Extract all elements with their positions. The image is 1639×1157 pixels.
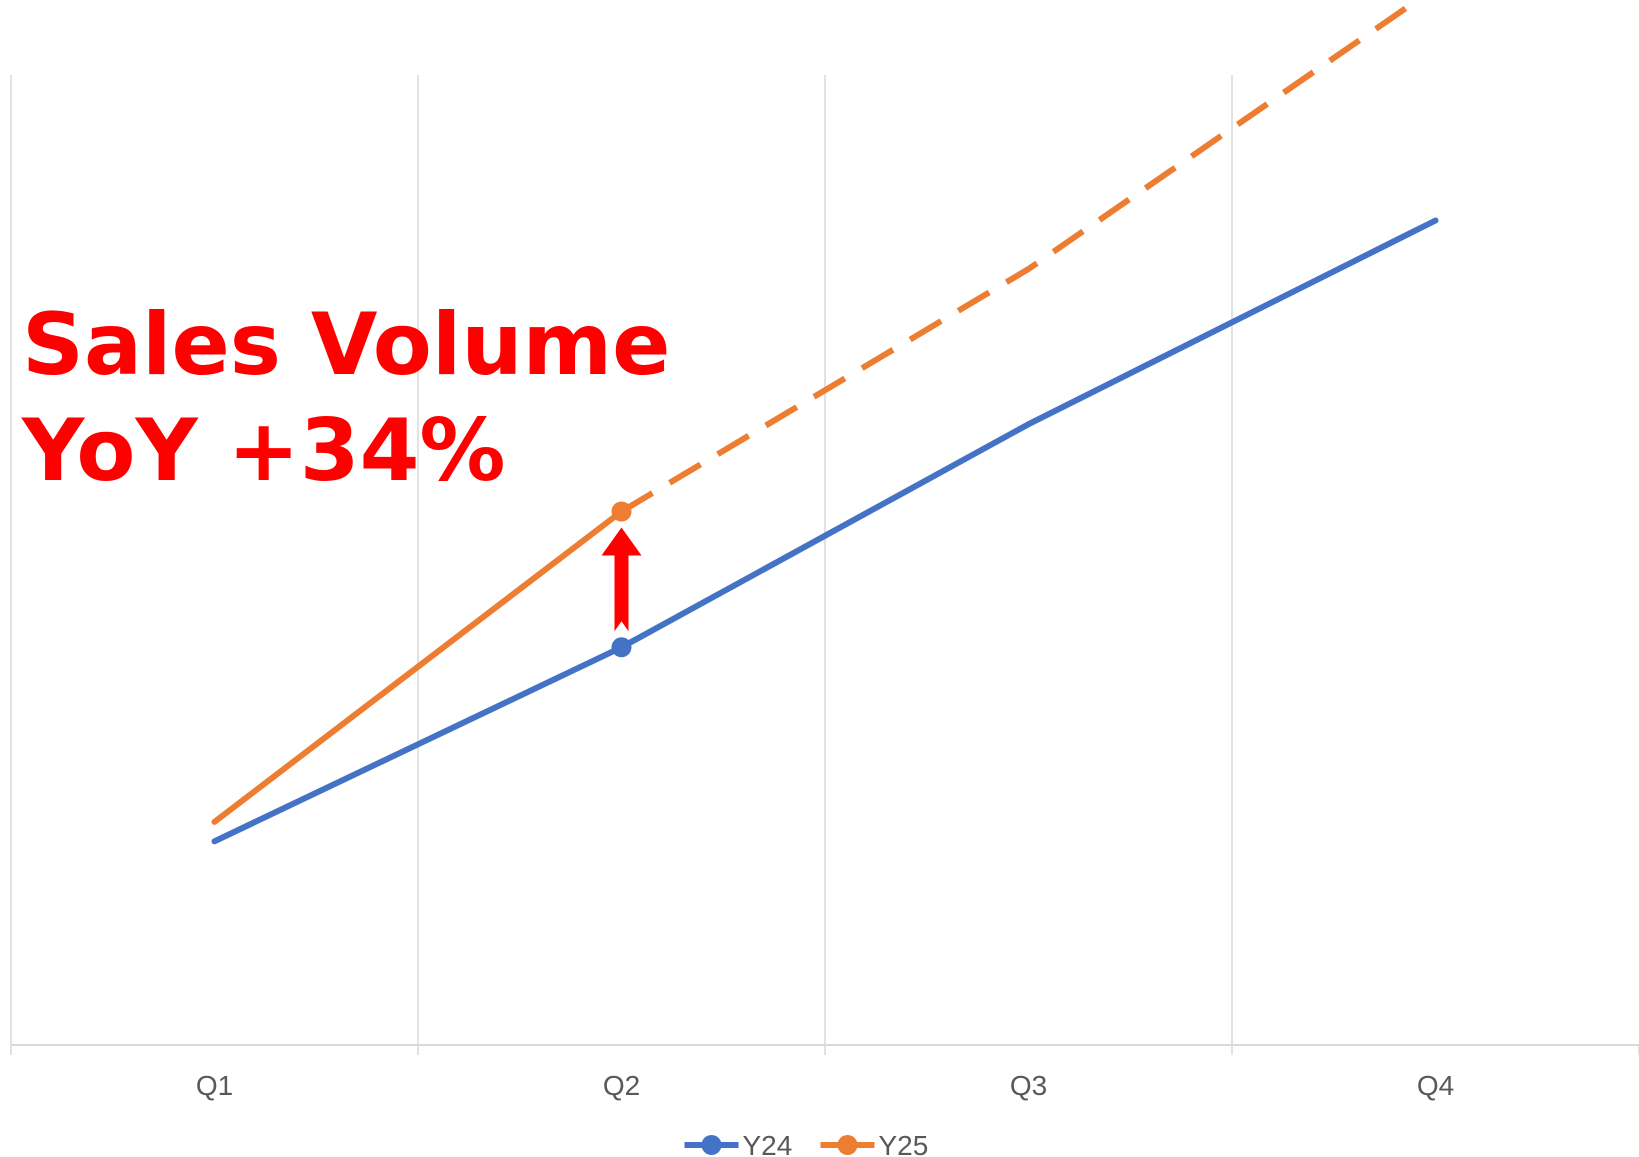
data-point-y25-q3 (1026, 266, 1032, 272)
yoy-arrow-shape (601, 527, 642, 632)
series-lines (211, 0, 1439, 845)
legend-swatch-marker-y25 (837, 1135, 858, 1155)
yoy-annotation: Sales Volume YoY +34% (22, 292, 671, 504)
x-tick-label-q4: Q4 (1417, 1070, 1454, 1101)
legend-label-y25: Y25 (879, 1130, 929, 1157)
data-point-y24-q3 (1026, 421, 1032, 427)
data-point-y24-q4 (1433, 218, 1439, 224)
legend-item-y24: Y24 (684, 1130, 793, 1157)
x-axis (10, 1044, 1639, 1055)
series-line-y24 (211, 217, 1439, 845)
legend-label-y24: Y24 (743, 1130, 793, 1157)
series-line-y25-projected (619, 0, 1423, 515)
x-tick-labels: Q1 Q2 Q3 Q4 (196, 1070, 1454, 1101)
annotation-line-2: YoY +34% (22, 401, 506, 501)
yoy-arrow (601, 527, 642, 632)
data-point-y25-q1 (212, 819, 218, 825)
x-tick-label-q2: Q2 (603, 1070, 640, 1101)
x-tick-label-q1: Q1 (196, 1070, 233, 1101)
legend-swatch-marker-y24 (701, 1135, 722, 1155)
annotation-line-1: Sales Volume (22, 295, 671, 395)
data-point-y24-q2 (611, 637, 632, 658)
series-markers (212, 218, 1439, 844)
data-point-y25-q2 (611, 501, 632, 522)
series-line-y25-actual (211, 508, 625, 825)
legend: Y24 Y25 (684, 1130, 929, 1157)
legend-item-y25: Y25 (820, 1130, 929, 1157)
data-point-y24-q1 (212, 838, 218, 844)
x-tick-label-q3: Q3 (1010, 1070, 1047, 1101)
gridlines (10, 75, 1233, 1045)
